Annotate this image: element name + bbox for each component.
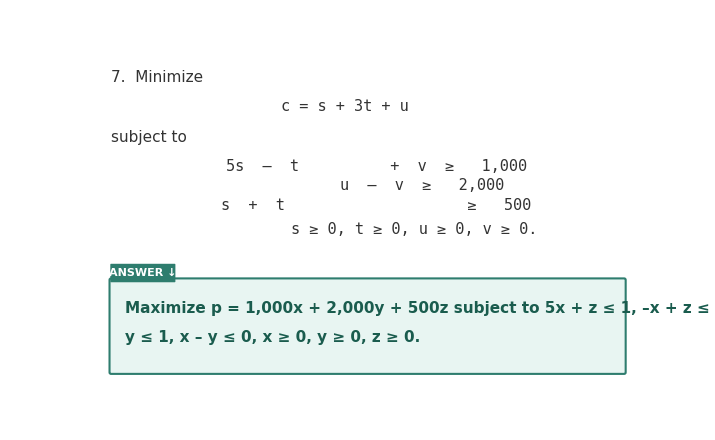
Text: u  –  v  ≥   2,000: u – v ≥ 2,000 bbox=[340, 178, 505, 193]
Text: 5s  –  t          +  v  ≥   1,000: 5s – t + v ≥ 1,000 bbox=[225, 159, 527, 174]
Text: s ≥ 0, t ≥ 0, u ≥ 0, v ≥ 0.: s ≥ 0, t ≥ 0, u ≥ 0, v ≥ 0. bbox=[291, 222, 537, 237]
FancyBboxPatch shape bbox=[110, 264, 175, 282]
Text: y ≤ 1, x – y ≤ 0, x ≥ 0, y ≥ 0, z ≥ 0.: y ≤ 1, x – y ≤ 0, x ≥ 0, y ≥ 0, z ≥ 0. bbox=[125, 330, 420, 345]
Text: subject to: subject to bbox=[111, 130, 187, 145]
Text: ANSWER ↓: ANSWER ↓ bbox=[109, 268, 177, 278]
Text: c = s + 3t + u: c = s + 3t + u bbox=[281, 99, 409, 114]
Text: Maximize p = 1,000x + 2,000y + 500z subject to 5x + z ≤ 1, –x + z ≤ 3,: Maximize p = 1,000x + 2,000y + 500z subj… bbox=[125, 301, 715, 316]
Text: 7.  Minimize: 7. Minimize bbox=[111, 70, 203, 85]
Text: s  +  t                    ≥   500: s + t ≥ 500 bbox=[221, 198, 531, 213]
FancyBboxPatch shape bbox=[109, 279, 626, 374]
